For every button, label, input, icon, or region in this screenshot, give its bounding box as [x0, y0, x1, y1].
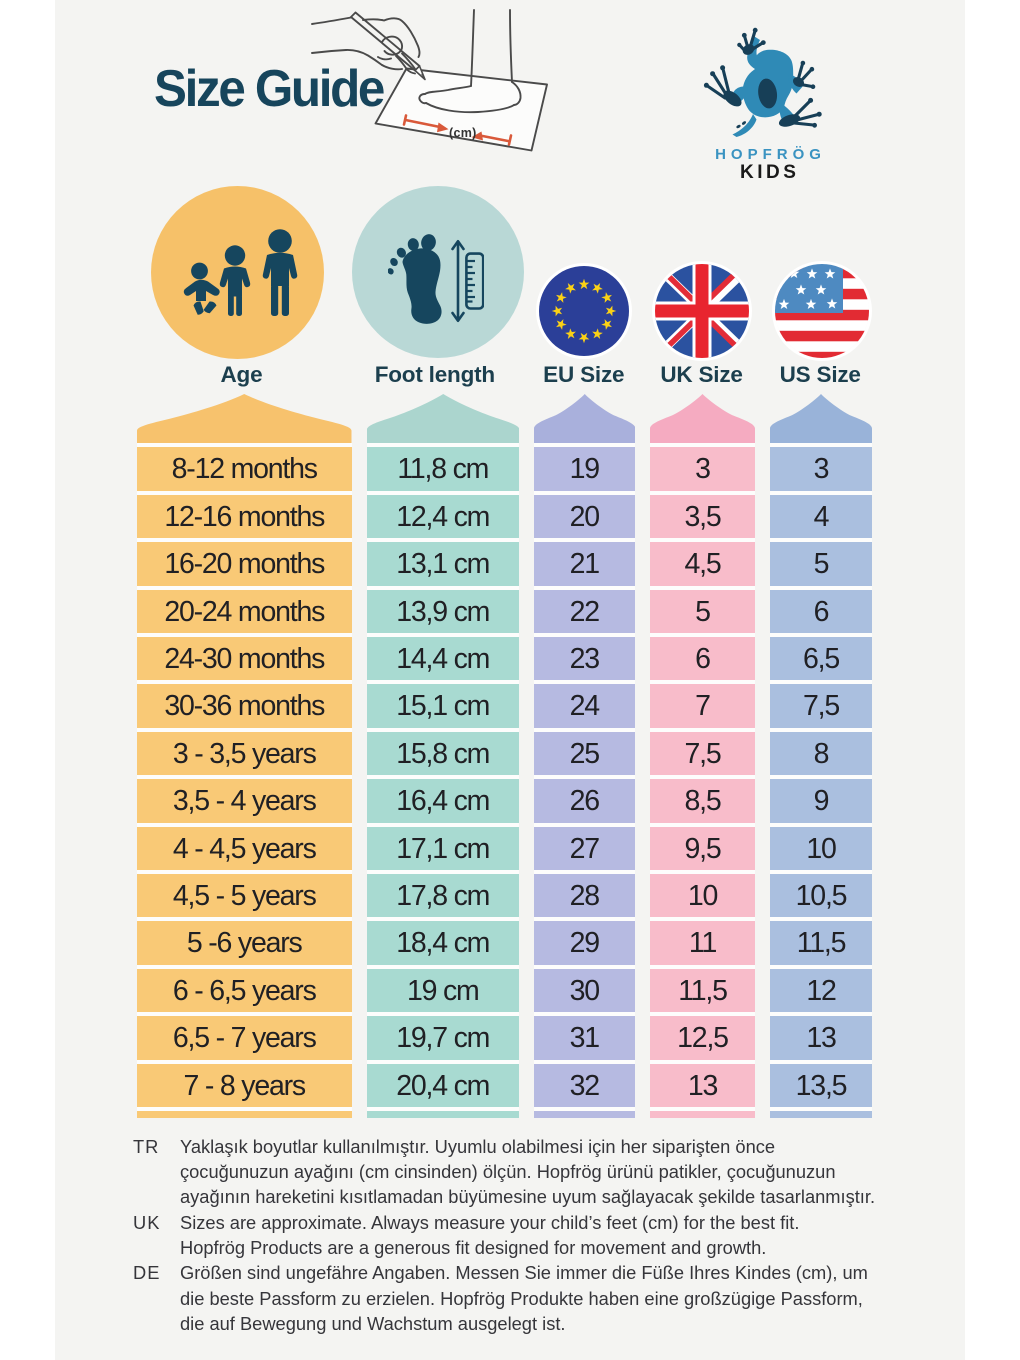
svg-text:(cm): (cm)	[449, 126, 477, 140]
